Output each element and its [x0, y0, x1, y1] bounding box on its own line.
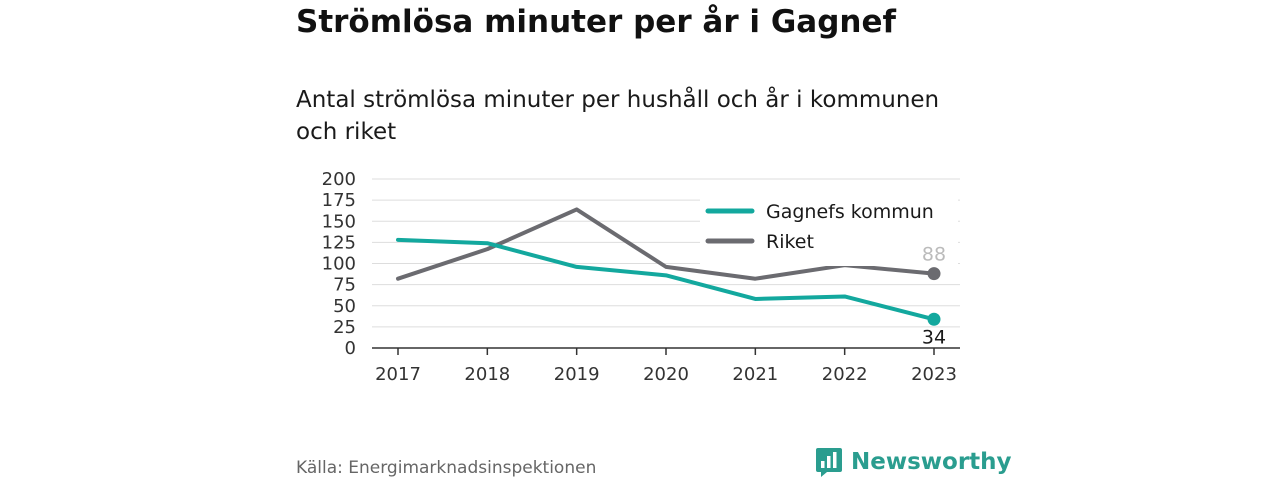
x-axis: 2017 2018 2019 2020 2021 2022 2023 [372, 347, 960, 385]
series-end-point-riket [927, 267, 941, 281]
chart-title: Strömlösa minuter per år i Gagnef [296, 4, 896, 40]
end-label-riket: 88 [922, 244, 946, 266]
y-tick-label: 150 [322, 211, 356, 232]
y-tick-label: 125 [322, 232, 356, 253]
brand-name: Newsworthy [851, 449, 1012, 475]
series-end-point-gagnef [927, 312, 941, 326]
end-label-gagnef: 34 [922, 326, 946, 348]
end-labels: 34 88 [922, 244, 946, 349]
legend-label-gagnef: Gagnefs kommun [766, 201, 934, 223]
y-tick-label: 100 [322, 254, 356, 275]
source-note: Källa: Energimarknadsinspektionen [296, 458, 597, 478]
x-tick-label: 2021 [732, 364, 778, 385]
brand-logo: Newsworthy [815, 446, 1012, 478]
x-tick-label: 2023 [911, 364, 957, 385]
x-tick-label: 2019 [554, 364, 600, 385]
x-tick-label: 2020 [643, 364, 689, 385]
chart-subtitle: Antal strömlösa minuter per hushåll och … [296, 87, 940, 145]
x-tick-label: 2022 [822, 364, 868, 385]
x-tick-label: 2017 [375, 364, 421, 385]
y-tick-label: 200 [322, 169, 356, 190]
legend-background [700, 190, 958, 266]
x-tick-label: 2018 [464, 364, 510, 385]
y-tick-label: 0 [345, 338, 356, 359]
y-tick-label: 175 [322, 190, 356, 211]
series-line-gagnef [396, 237, 936, 322]
y-tick-label: 50 [333, 296, 356, 317]
legend: Gagnefs kommun Riket [700, 190, 958, 266]
y-tick-label: 25 [333, 317, 356, 338]
y-tick-label: 75 [333, 275, 356, 296]
newsworthy-logo-icon [816, 448, 842, 477]
legend-label-riket: Riket [766, 231, 814, 253]
